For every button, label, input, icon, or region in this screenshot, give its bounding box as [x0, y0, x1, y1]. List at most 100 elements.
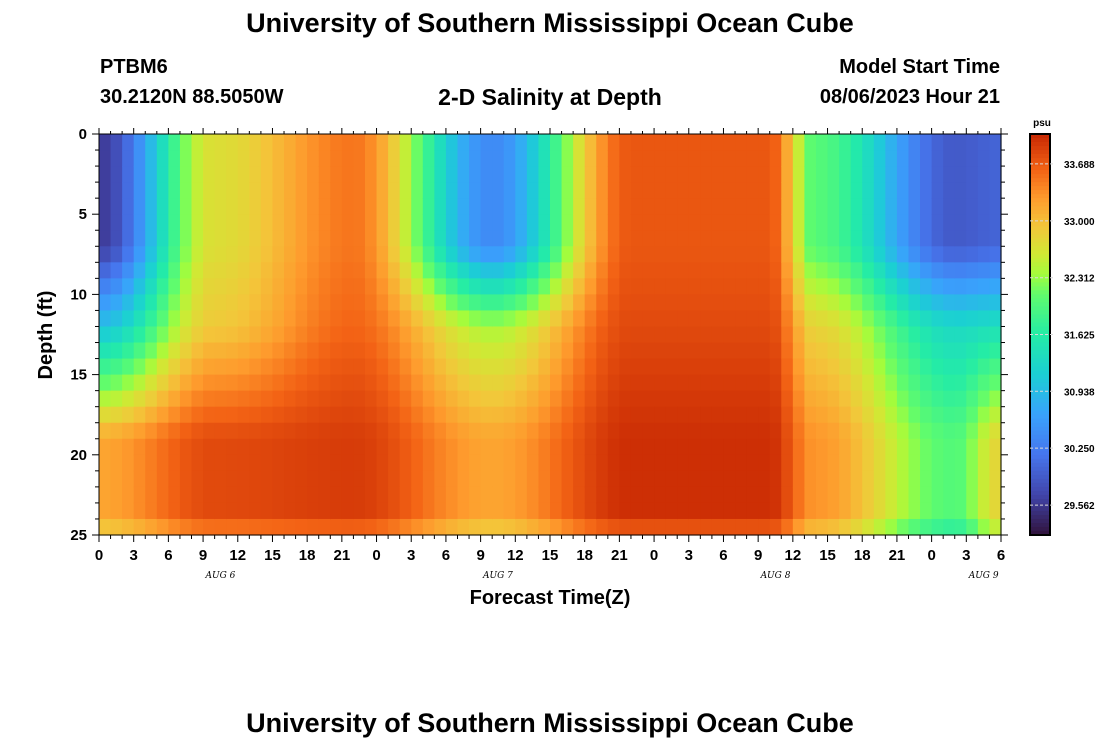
heatmap-cell — [122, 422, 135, 440]
heatmap-cell — [237, 518, 250, 536]
heatmap-cell — [411, 454, 424, 472]
heatmap-cell — [850, 166, 863, 183]
heatmap-cell — [492, 390, 505, 408]
heatmap-cell — [503, 262, 516, 279]
heatmap-cell — [145, 518, 158, 536]
heatmap-cell — [850, 518, 863, 536]
heatmap-cell — [931, 406, 944, 424]
heatmap-cell — [526, 390, 540, 408]
heatmap-cell — [284, 390, 297, 408]
heatmap-cell — [307, 470, 320, 488]
heatmap-cell — [376, 486, 389, 504]
heatmap-cell — [110, 278, 123, 295]
heatmap-cell — [492, 214, 505, 231]
heatmap-cell — [688, 278, 701, 295]
heatmap-cell — [954, 182, 967, 199]
heatmap-cell — [422, 214, 435, 231]
heatmap-cell — [457, 262, 470, 279]
heatmap-cell — [457, 182, 470, 199]
heatmap-cell — [665, 246, 678, 263]
heatmap-cell — [411, 214, 424, 231]
heatmap-cell — [307, 326, 320, 344]
heatmap-cell — [989, 486, 1002, 504]
heatmap-cell — [237, 358, 250, 376]
heatmap-cell — [804, 230, 817, 247]
heatmap-cell — [573, 486, 586, 504]
heatmap-cell — [191, 230, 204, 247]
heatmap-cell — [341, 198, 355, 215]
heatmap-cell — [469, 358, 482, 376]
heatmap-cell — [700, 262, 713, 279]
heatmap-cell — [99, 502, 112, 520]
heatmap-cell — [110, 470, 123, 488]
heatmap-cell — [156, 182, 169, 199]
heatmap-cell — [457, 454, 470, 472]
heatmap-cell — [503, 374, 516, 392]
heatmap-cell — [769, 198, 782, 215]
heatmap-cell — [168, 390, 181, 408]
heatmap-cell — [862, 358, 875, 376]
heatmap-cell — [607, 502, 620, 520]
heatmap-cell — [723, 134, 736, 151]
heatmap-cell — [422, 406, 435, 424]
heatmap-cell — [307, 246, 320, 263]
heatmap-cell — [711, 198, 725, 215]
heatmap-cell — [665, 294, 678, 312]
heatmap-cell — [827, 310, 840, 328]
heatmap-cell — [191, 502, 204, 520]
heatmap-cell — [284, 486, 297, 504]
heatmap-cell — [249, 358, 262, 376]
heatmap-cell — [376, 470, 389, 488]
heatmap-cell — [168, 262, 181, 279]
heatmap-cell — [619, 198, 632, 215]
heatmap-cell — [99, 358, 112, 376]
heatmap-cell — [630, 262, 644, 279]
heatmap-cell — [364, 502, 378, 520]
heatmap-cell — [307, 262, 320, 279]
heatmap-cell — [630, 422, 644, 440]
heatmap-cell — [723, 262, 736, 279]
heatmap-cell — [99, 198, 112, 215]
heatmap-cell — [480, 358, 493, 376]
heatmap-cell — [249, 246, 262, 263]
heatmap-cell — [133, 438, 146, 456]
heatmap-cell — [399, 278, 412, 295]
heatmap-cell — [260, 358, 274, 376]
heatmap-cell — [607, 390, 620, 408]
heatmap-cell — [711, 230, 725, 247]
heatmap-cell — [642, 150, 655, 167]
heatmap-cell — [503, 150, 516, 167]
heatmap-cell — [769, 134, 782, 151]
heatmap-cell — [850, 470, 863, 488]
heatmap-cell — [133, 454, 146, 472]
heatmap-cell — [596, 422, 609, 440]
heatmap-cell — [873, 246, 886, 263]
heatmap-cell — [179, 390, 193, 408]
heatmap-cell — [515, 358, 528, 376]
heatmap-cell — [920, 278, 933, 295]
heatmap-cell — [469, 310, 482, 328]
colorbar-segment — [1030, 198, 1050, 203]
heatmap-cell — [295, 294, 308, 312]
heatmap-cell — [989, 502, 1002, 520]
heatmap-cell — [480, 326, 493, 344]
heatmap-cell — [295, 150, 308, 167]
heatmap-cell — [388, 198, 401, 215]
heatmap-cell — [966, 390, 979, 408]
colorbar-segment — [1030, 158, 1050, 163]
heatmap-cell — [966, 134, 979, 151]
heatmap-cell — [122, 294, 135, 312]
heatmap-cell — [515, 422, 528, 440]
heatmap-cell — [503, 342, 516, 360]
heatmap-cell — [677, 390, 690, 408]
heatmap-cell — [827, 518, 840, 536]
heatmap-cell — [769, 486, 782, 504]
heatmap-cell — [584, 278, 597, 295]
heatmap-cell — [364, 390, 378, 408]
heatmap-cell — [99, 214, 112, 231]
heatmap-cell — [665, 214, 678, 231]
heatmap-cell — [318, 502, 331, 520]
heatmap-cell — [364, 182, 378, 199]
heatmap-cell — [781, 374, 794, 392]
heatmap-cell — [931, 182, 944, 199]
